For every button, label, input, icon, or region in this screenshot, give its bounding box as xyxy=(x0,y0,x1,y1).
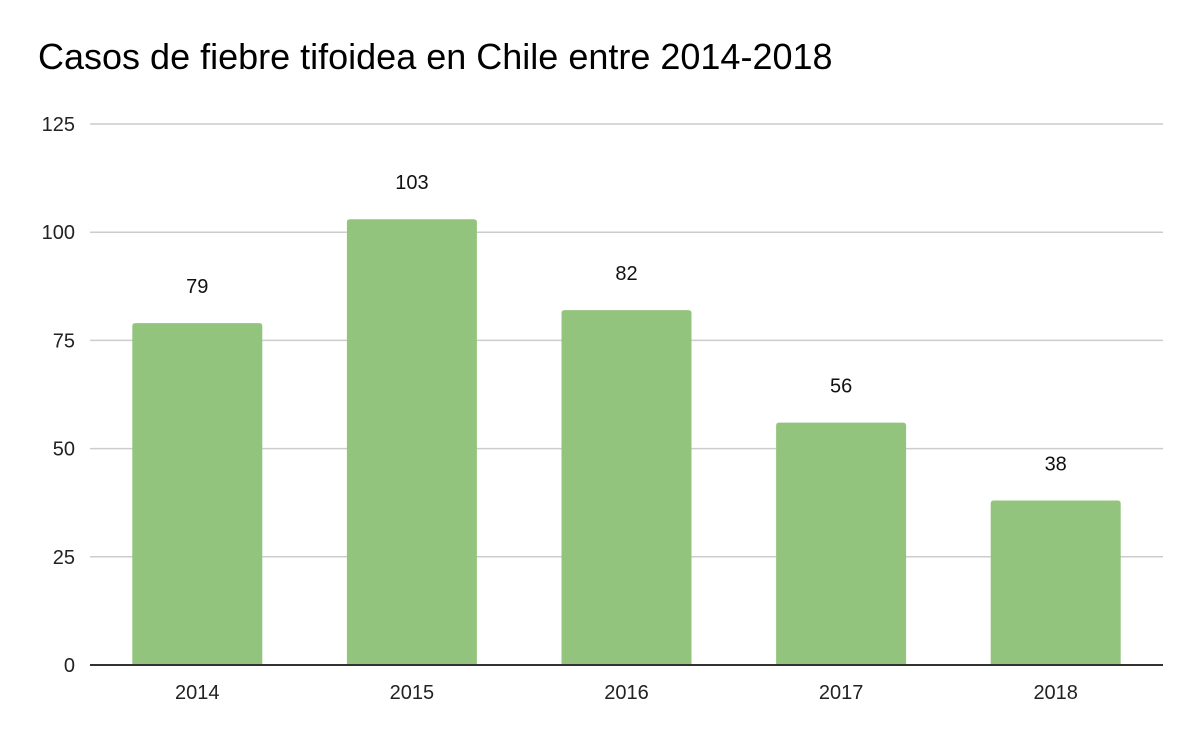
bar-2016 xyxy=(561,310,692,665)
data-label-2015: 103 xyxy=(395,172,428,194)
x-tick-label: 2017 xyxy=(819,682,864,704)
x-tick-label: 2016 xyxy=(604,682,649,704)
y-tick-label: 75 xyxy=(53,330,75,352)
data-label-2017: 56 xyxy=(830,376,852,398)
bar-2017 xyxy=(776,422,907,665)
chart-title: Casos de fiebre tifoidea en Chile entre … xyxy=(38,36,833,77)
x-tick-label: 2015 xyxy=(390,682,435,704)
x-axis-ticks: 2014 2015 2016 2017 2018 xyxy=(175,682,1078,704)
data-label-2018: 38 xyxy=(1045,454,1067,476)
data-labels: 79 103 82 56 38 xyxy=(186,172,1067,475)
y-tick-label: 25 xyxy=(53,547,75,569)
data-label-2016: 82 xyxy=(615,263,637,285)
x-tick-label: 2014 xyxy=(175,682,220,704)
bars xyxy=(132,219,1121,665)
y-tick-label: 0 xyxy=(64,655,75,677)
y-axis-ticks: 0 25 50 75 100 125 xyxy=(42,114,75,677)
data-label-2014: 79 xyxy=(186,276,208,298)
x-tick-label: 2018 xyxy=(1033,682,1078,704)
bar-2015 xyxy=(346,219,477,665)
bar-2014 xyxy=(132,323,263,665)
y-tick-label: 50 xyxy=(53,439,75,461)
bar-2018 xyxy=(990,500,1121,665)
y-tick-label: 100 xyxy=(42,222,75,244)
y-tick-label: 125 xyxy=(42,114,75,136)
